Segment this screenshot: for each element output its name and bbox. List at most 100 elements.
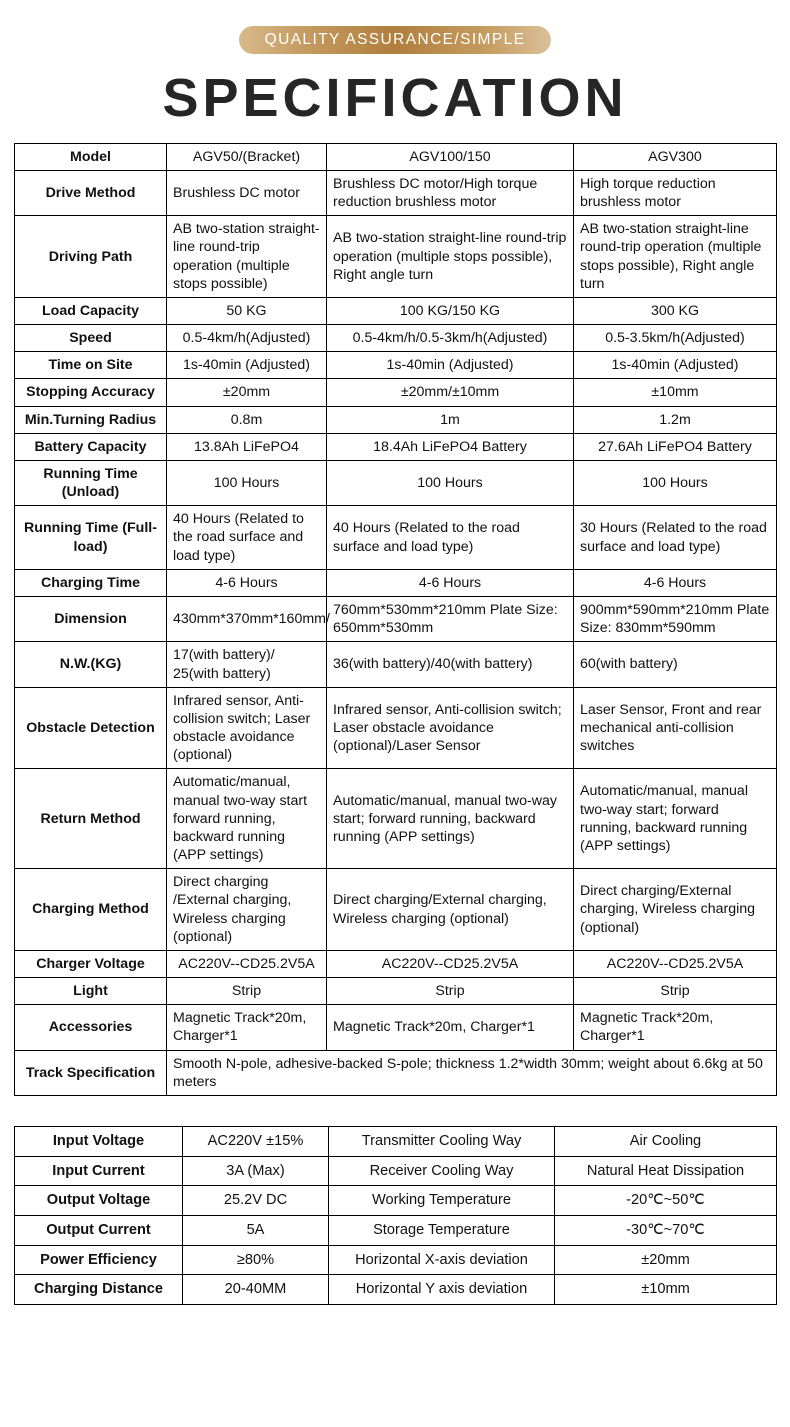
row-value: 0.5-3.5km/h(Adjusted) — [573, 324, 777, 353]
row-value: ±20mm/±10mm — [326, 378, 574, 407]
table-row: Charger Voltage AC220V--CD25.2V5A AC220V--… — [14, 949, 777, 979]
page-header: QUALITY ASSURANCE/SIMPLE SPECIFICATION — [0, 0, 790, 127]
row-value-right: ±20mm — [554, 1244, 777, 1276]
column-header-model: Model — [14, 142, 167, 171]
row-label: Charging Time — [14, 568, 167, 598]
row-label: Speed — [14, 324, 167, 353]
row-label-right: Horizontal X-axis deviation — [328, 1244, 555, 1276]
row-value-right: -20℃~50℃ — [554, 1185, 777, 1216]
table-row: Running Time (Full-load) 40 Hours (Relate… — [14, 505, 777, 570]
row-value: 4-6 Hours — [166, 568, 327, 598]
table-row: Stopping Accuracy ±20mm ±20mm/±10mm ±10mm — [14, 378, 777, 407]
row-value: Direct charging/External charging, Wirel… — [326, 868, 574, 951]
row-value: 1s-40min (Adjusted) — [326, 351, 574, 380]
row-label: Return Method — [14, 768, 167, 870]
row-value: 100 Hours — [166, 459, 327, 507]
row-value: 13.8Ah LiFePO4 — [166, 432, 327, 461]
row-value: Automatic/manual, manual two-way start; … — [326, 768, 574, 870]
row-value-left: 5A — [182, 1214, 329, 1246]
table-row: Input Voltage AC220V ±15% Transmitter Cool… — [14, 1125, 777, 1157]
row-label-right: Horizontal Y axis deviation — [328, 1274, 555, 1305]
table-row: Output Voltage 25.2V DC Working Temperatur… — [14, 1185, 777, 1216]
row-value: Brushless DC motor/High torque reduction… — [326, 169, 574, 217]
column-header-1: AGV50/(Bracket) — [166, 142, 327, 171]
row-value: AC220V--CD25.2V5A — [166, 949, 327, 979]
row-value: 50 KG — [166, 296, 327, 326]
row-value: 17(with battery)/ 25(with battery) — [166, 641, 327, 688]
row-value-left: 3A (Max) — [182, 1155, 329, 1187]
row-value: Magnetic Track*20m, Charger*1 — [573, 1004, 777, 1051]
row-label: N.W.(KG) — [14, 641, 167, 688]
table-row: Accessories Magnetic Track*20m, Charger*1… — [14, 1004, 777, 1051]
row-label: Time on Site — [14, 351, 167, 380]
row-label: Min.Turning Radius — [14, 405, 167, 434]
row-value: Direct charging/External charging, Wirel… — [573, 868, 777, 951]
table-row: Charging Method Direct charging /External… — [14, 868, 777, 951]
row-value: Automatic/manual, manual two-way start; … — [573, 768, 777, 870]
table-row: Load Capacity 50 KG 100 KG/150 KG 300 KG — [14, 296, 777, 326]
table-row: Drive Method Brushless DC motor Brushless … — [14, 169, 777, 217]
row-label-right: Working Temperature — [328, 1185, 555, 1216]
table-row: Running Time (Unload) 100 Hours 100 Hours 1… — [14, 459, 777, 507]
table-row: Time on Site 1s-40min (Adjusted) 1s-40min … — [14, 351, 777, 380]
specification-table-body: Model AGV50/(Bracket) AGV100/150 AGV300 Driv… — [14, 142, 777, 1096]
row-value: 60(with battery) — [573, 641, 777, 688]
row-label: Driving Path — [14, 215, 167, 298]
table-row: Obstacle Detection Infrared sensor, Anti-… — [14, 686, 777, 770]
row-value: Strip — [166, 977, 327, 1006]
table-row: Speed 0.5-4km/h(Adjusted) 0.5-4km/h/0.5-3k… — [14, 324, 777, 353]
row-value: 760mm*530mm*210mm Plate Size: 650mm*530m… — [326, 595, 574, 643]
column-header-2: AGV100/150 — [326, 142, 574, 171]
row-value-left: ≥80% — [182, 1244, 329, 1276]
row-value: 300 KG — [573, 296, 777, 326]
charger-parameters-body: Input Voltage AC220V ±15% Transmitter Cool… — [14, 1125, 777, 1305]
table-row: Return Method Automatic/manual, manual tw… — [14, 768, 777, 870]
table-row: Driving Path AB two-station straight-line… — [14, 215, 777, 298]
row-value: 100 Hours — [573, 459, 777, 507]
table-row: Charging Distance 20-40MM Horizontal Y axi… — [14, 1274, 777, 1305]
row-label: Accessories — [14, 1004, 167, 1051]
row-value-left: AC220V ±15% — [182, 1125, 329, 1157]
row-value: 1s-40min (Adjusted) — [166, 351, 327, 380]
row-label-left: Output Current — [14, 1214, 183, 1246]
row-value-left: 20-40MM — [182, 1274, 329, 1305]
row-value: Automatic/manual, manual two-way start f… — [166, 768, 327, 870]
row-value: 100 KG/150 KG — [326, 296, 574, 326]
row-value: Strip — [573, 977, 777, 1006]
row-value: 100 Hours — [326, 459, 574, 507]
row-value: 0.5-4km/h(Adjusted) — [166, 324, 327, 353]
row-value: 36(with battery)/40(with battery) — [326, 641, 574, 688]
table-row: Light Strip Strip Strip — [14, 977, 777, 1006]
row-label-left: Input Current — [14, 1155, 183, 1187]
row-value: Magnetic Track*20m, Charger*1 — [166, 1004, 327, 1051]
row-value: 30 Hours (Related to the road surface an… — [573, 505, 777, 570]
spec-tables-wrapper: Model AGV50/(Bracket) AGV100/150 AGV300 Driv… — [0, 142, 790, 1305]
row-label: Drive Method — [14, 169, 167, 217]
row-value: AB two-station straight-line round-trip … — [166, 215, 327, 298]
table-row: Charging Time 4-6 Hours 4-6 Hours 4-6 Hours — [14, 568, 777, 598]
row-label-left: Input Voltage — [14, 1125, 183, 1157]
row-value: 430mm*370mm*160mm/ — [166, 595, 330, 643]
row-label: Running Time (Full-load) — [14, 505, 167, 570]
row-label-right: Storage Temperature — [328, 1214, 555, 1246]
table-row: Min.Turning Radius 0.8m 1m 1.2m — [14, 405, 777, 434]
row-label: Obstacle Detection — [14, 686, 167, 770]
charger-parameters-table: Input Voltage AC220V ±15% Transmitter Cool… — [14, 1125, 777, 1305]
table-row: Dimension 430mm*370mm*160mm/760mm*530mm*2… — [14, 595, 777, 643]
row-label: Running Time (Unload) — [14, 459, 167, 507]
row-value: High torque reduction brushless motor — [573, 169, 777, 217]
row-value: Strip — [326, 977, 574, 1006]
row-value: 4-6 Hours — [573, 568, 777, 598]
row-value: 0.5-4km/h/0.5-3km/h(Adjusted) — [326, 324, 574, 353]
row-label-right: Transmitter Cooling Way — [328, 1125, 555, 1157]
row-value-right: Natural Heat Dissipation — [554, 1155, 777, 1187]
row-value: Infrared sensor, Anti-collision switch; … — [326, 686, 574, 770]
row-label: Track Specification — [14, 1049, 167, 1096]
row-label: Stopping Accuracy — [14, 378, 167, 407]
row-value: ±10mm — [573, 378, 777, 407]
row-label: Load Capacity — [14, 296, 167, 326]
row-value: 0.8m — [166, 405, 327, 434]
row-value: Magnetic Track*20m, Charger*1 — [326, 1004, 574, 1051]
row-label: Charging Method — [14, 868, 167, 951]
table-row: Power Efficiency ≥80% Horizontal X-axis de… — [14, 1244, 777, 1276]
